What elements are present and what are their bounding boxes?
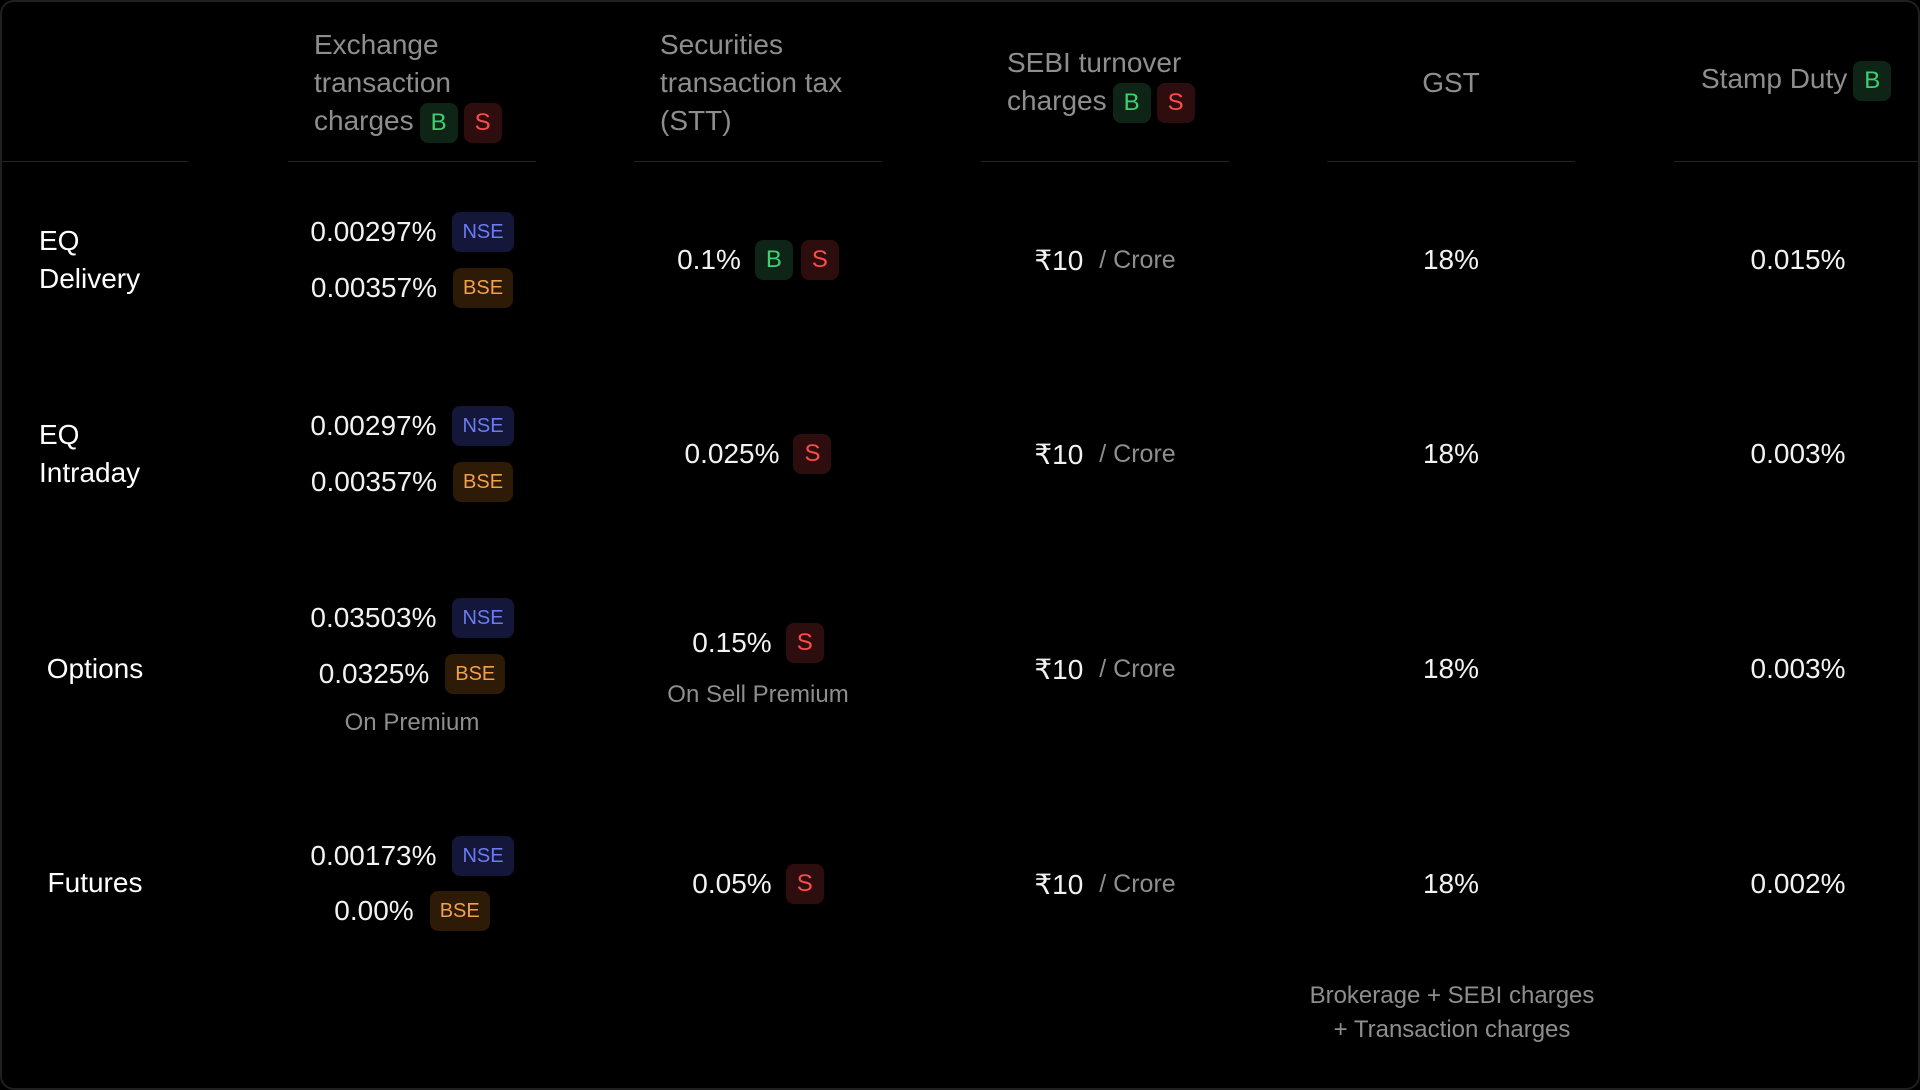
stt-note: On Sell Premium [667,681,849,708]
gst-value: 18% [1422,653,1480,684]
stt-value: 0.025% S [634,432,882,476]
stamp-duty-value: 0.002% [1750,868,1846,899]
nse-badge: NSE [452,598,514,638]
sebi-value: ₹10/ Crore [1034,438,1176,470]
exchange-bse-value: 0.00357% BSE [288,266,536,310]
exchange-bse-value: 0.0325% BSE [288,652,536,696]
header-sebi-charges: SEBI turnover charges B S [1007,44,1237,123]
stamp-duty-value: 0.015% [1750,244,1846,275]
buy-badge: B [754,240,793,280]
stt-value: 0.05% S [634,862,882,906]
stt-value: 0.1% B S [634,238,882,282]
exchange-nse-value: 0.03503% NSE [288,596,536,640]
exchange-nse-value: 0.00297% NSE [288,210,536,254]
sebi-value: ₹10/ Crore [1034,868,1176,900]
header-label: Stamp Duty [1701,63,1848,94]
buy-badge: B [1853,60,1892,101]
exchange-nse-value: 0.00173% NSE [288,834,536,878]
bse-badge: BSE [453,462,514,502]
buy-badge: B [419,102,458,143]
sell-badge: S [793,434,832,474]
nse-badge: NSE [452,212,514,252]
gst-footnote-line: Brokerage + SEBI charges [1309,982,1595,1009]
header-exchange-charges: Exchange transaction charges B S [314,26,554,143]
gst-footnote-line: + Transaction charges [1333,1016,1571,1043]
gst-value: 18% [1422,244,1480,275]
sebi-value: ₹10/ Crore [1034,244,1176,276]
stamp-duty-value: 0.003% [1750,653,1846,684]
header-label: Securities transaction tax (STT) [660,29,843,136]
exchange-note: On Premium [344,709,480,736]
sebi-value: ₹10/ Crore [1034,653,1176,685]
sell-badge: S [463,102,502,143]
row-label-eq-delivery: EQ Delivery [39,225,141,294]
row-label-options: Options [46,653,144,684]
bse-badge: BSE [429,891,490,931]
header-stt: Securities transaction tax (STT) [660,26,860,140]
gst-footnote: Brokerage + SEBI charges + Transaction c… [1252,979,1652,1047]
sell-badge: S [785,623,824,663]
row-label-eq-intraday: EQ Intraday [39,419,141,488]
header-divider [981,161,1229,162]
header-divider [288,161,536,162]
header-stamp-duty: Stamp Duty B [1701,60,1918,101]
sell-badge: S [800,240,839,280]
exchange-bse-value: 0.00357% BSE [288,460,536,504]
header-label: Exchange transaction charges [314,29,451,136]
header-gst: GST [1327,64,1575,102]
stamp-duty-value: 0.003% [1750,438,1846,469]
header-divider [2,161,188,162]
header-divider [1674,161,1918,162]
bse-badge: BSE [453,268,514,308]
sell-badge: S [785,864,824,904]
header-divider [1327,161,1575,162]
nse-badge: NSE [452,406,514,446]
header-label: GST [1422,67,1480,98]
gst-value: 18% [1422,438,1480,469]
stt-value: 0.15% S [634,621,882,665]
row-label-futures: Futures [47,867,143,898]
gst-value: 18% [1422,868,1480,899]
buy-badge: B [1112,82,1151,123]
sell-badge: S [1156,82,1195,123]
exchange-nse-value: 0.00297% NSE [288,404,536,448]
exchange-bse-value: 0.00% BSE [288,889,536,933]
bse-badge: BSE [445,654,506,694]
header-divider [634,161,882,162]
header-label: SEBI turnover charges [1007,47,1182,116]
nse-badge: NSE [452,836,514,876]
